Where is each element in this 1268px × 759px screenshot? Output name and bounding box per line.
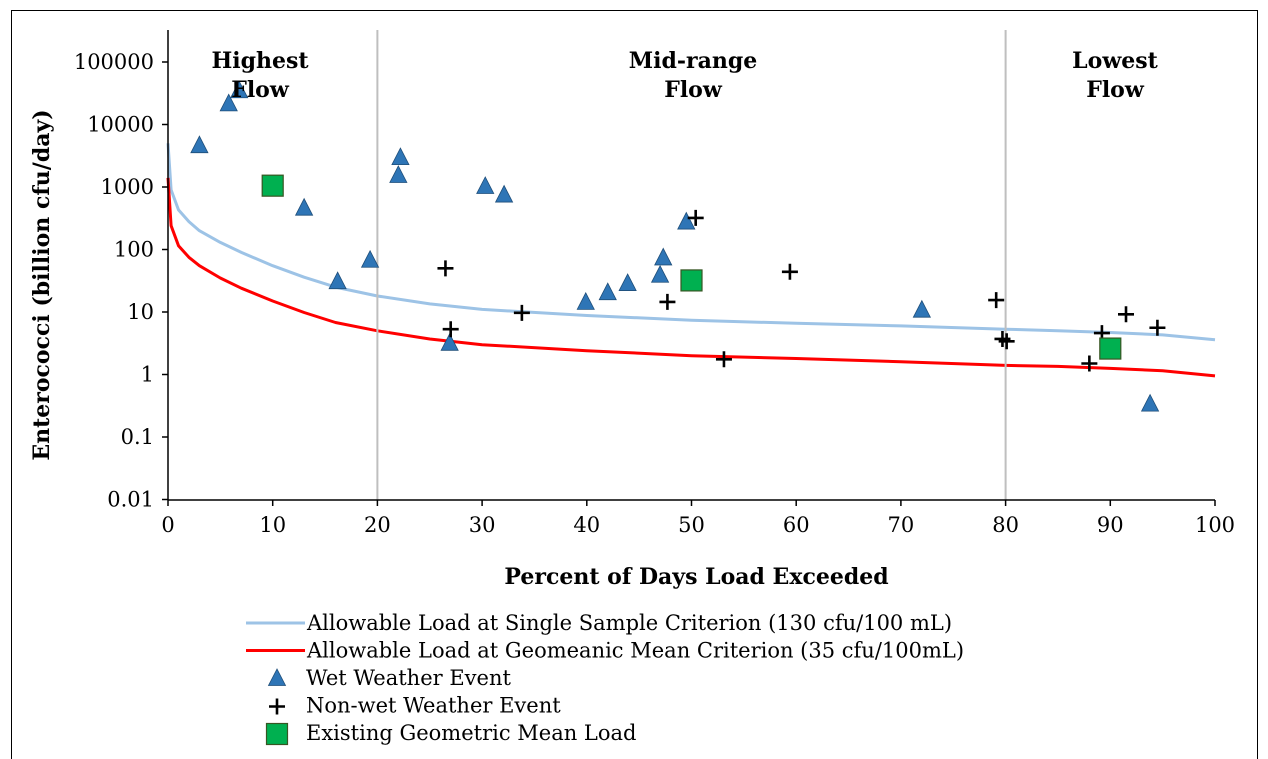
y-tick-label: 100000 [74,50,154,74]
x-tick-label: 80 [992,513,1019,537]
x-tick-label: 50 [678,513,705,537]
chart-frame [11,10,1258,759]
point-triangle [1140,393,1160,412]
x-tick-label: 10 [259,513,286,537]
point-triangle [360,249,380,268]
point-plus [988,292,1005,309]
y-tick-label: 1 [141,363,154,387]
legend: Allowable Load at Single Sample Criterio… [246,611,964,746]
legend-entry: Allowable Load at Geomeanic Mean Criteri… [306,639,964,663]
point-plus [687,209,704,226]
point-square [680,269,703,292]
point-triangle [654,247,673,266]
legend-entry: Existing Geometric Mean Load [306,721,636,745]
points-layer [190,80,1166,412]
y-tick-label: 1000 [101,175,154,199]
region-label-0: Highest [211,48,309,74]
point-triangle [389,165,408,183]
point-plus [994,330,1011,347]
point-triangle [328,271,347,290]
point-plus [998,333,1015,350]
x-tick-label: 70 [888,513,915,537]
point-triangle [190,135,209,154]
x-tick-label: 20 [364,513,391,537]
curve-layer [166,143,1216,378]
point-plus [513,304,530,321]
x-axis-title: Percent of Days Load Exceeded [504,564,888,590]
region-label-1: Mid-range [629,48,757,74]
x-tick-label: 30 [469,513,496,537]
region-label-2: Flow [1086,77,1145,103]
point-plus [437,260,454,277]
text-layer: 0.01 0.1 1 10 100 1000 10000 100000 0 10 20 30 40 50 6… [29,48,1235,590]
point-square [261,174,284,197]
legend-swatch-triangle [267,668,287,686]
point-plus [1149,319,1166,336]
legend-entry: Wet Weather Event [306,666,511,690]
point-triangle [440,332,459,351]
point-plus [1118,306,1135,323]
y-tick-label: 10 [127,300,154,324]
x-tick-label: 60 [783,513,810,537]
x-tick-label: 100 [1195,513,1235,537]
series-line-1 [166,177,1216,378]
point-triangle [230,80,249,99]
x-tick-label: 0 [161,513,174,537]
y-axis-title: Enterococci (billion cfu/day) [29,109,55,460]
point-triangle [650,264,670,283]
y-tick-label: 0.01 [107,488,154,512]
legend-entry: Allowable Load at Single Sample Criterio… [306,611,952,635]
x-tick-label: 90 [1097,513,1124,537]
point-triangle [618,273,637,291]
point-plus [659,293,676,310]
point-triangle [391,147,410,166]
y-tick-label: 10000 [87,113,154,137]
x-tick-label: 40 [573,513,600,537]
legend-swatch-plus [269,698,285,715]
y-tick-label: 0.1 [121,425,154,449]
point-triangle [219,93,238,112]
legend-entry: Non-wet Weather Event [306,694,561,718]
point-triangle [494,184,514,203]
point-square [1099,337,1122,360]
point-plus [1081,355,1098,372]
point-plus [781,263,798,280]
point-triangle [677,211,696,230]
point-plus [715,351,732,368]
region-label-2: Lowest [1072,48,1158,74]
point-triangle [598,282,617,301]
series-line-0 [166,143,1216,342]
point-triangle [912,299,931,318]
axes [162,30,1216,506]
region-label-0: Flow [231,77,290,103]
point-triangle [476,176,495,194]
point-plus [442,321,459,338]
point-triangle [294,197,314,216]
region-label-1: Flow [664,77,723,103]
y-tick-label: 100 [114,238,154,262]
legend-swatch-square [265,722,289,746]
point-triangle [576,291,595,310]
